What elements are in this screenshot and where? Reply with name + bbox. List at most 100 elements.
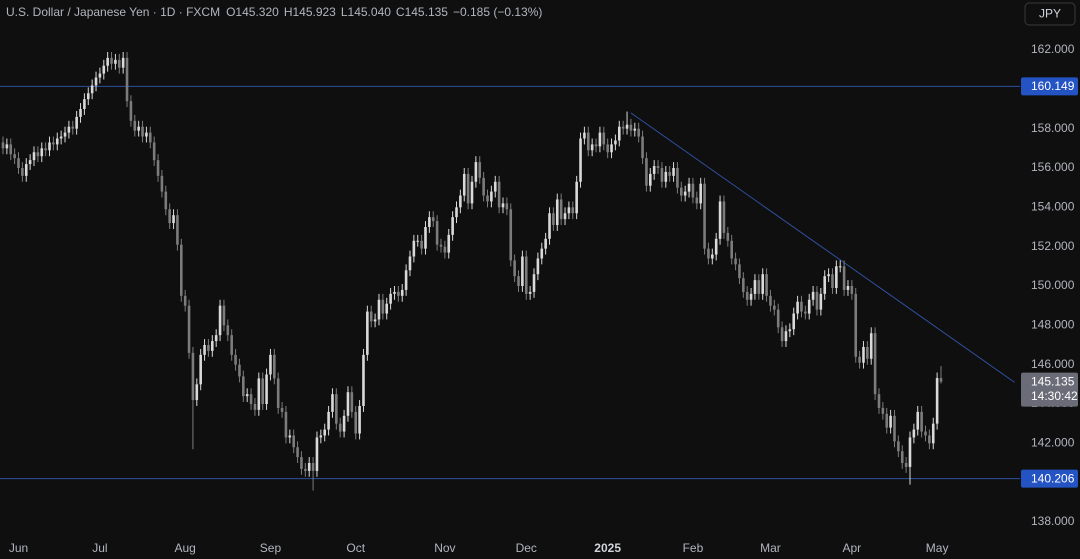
candle-body [532, 274, 536, 292]
y-tick-label: 158.000 [1031, 121, 1075, 135]
x-tick-label: Apr [843, 541, 862, 555]
x-tick-label: Jul [92, 541, 107, 555]
candle-body [44, 148, 47, 151]
candle-body [800, 301, 803, 312]
candle-body [703, 183, 706, 249]
candle-body [133, 120, 137, 131]
candle-body [835, 266, 838, 288]
level-label-box [1021, 469, 1078, 488]
candle-body [904, 463, 908, 467]
candle-body [408, 256, 412, 271]
candle-body [819, 293, 823, 310]
candle-body [617, 126, 621, 141]
candle-body [125, 57, 129, 102]
candle-body [226, 325, 230, 336]
candle-body [726, 232, 730, 241]
candle-body [722, 201, 726, 233]
candle-body [757, 280, 761, 294]
candle-body [594, 144, 598, 147]
candle-body [664, 171, 668, 182]
candle-body [652, 166, 656, 174]
candle-body [699, 183, 702, 204]
candle-body [195, 384, 199, 401]
candle-body [79, 109, 82, 117]
candle-body [846, 286, 850, 290]
ohlc-value: −0.185 (−0.13%) [453, 5, 542, 19]
candle-body [742, 278, 745, 292]
candle-body [389, 293, 392, 304]
candle-body [284, 411, 288, 438]
candle-body [501, 203, 505, 208]
candle-body [707, 248, 710, 259]
candle-body [776, 309, 780, 328]
candle-body [482, 177, 485, 196]
candle-body [164, 191, 168, 210]
candle-body [567, 207, 571, 214]
candle-body [59, 136, 63, 139]
candle-body [683, 191, 687, 196]
level-label: 160.149 [1031, 79, 1075, 93]
candle-body [203, 345, 206, 355]
candle-body [447, 234, 451, 253]
candle-body [230, 335, 233, 355]
candle-body [129, 101, 133, 121]
candle-body [598, 132, 602, 147]
candle-body [63, 132, 67, 137]
candle-body [877, 394, 881, 408]
candle-body [24, 164, 28, 176]
ohlc-value: H145.923 [284, 5, 336, 19]
candle-body [521, 256, 524, 286]
plot-layer [0, 51, 1020, 491]
currency-button[interactable] [1024, 2, 1076, 26]
candle-body [183, 295, 187, 306]
candle-body [288, 435, 292, 438]
candle-body [466, 173, 470, 204]
candle-body [676, 168, 679, 188]
candle-body [141, 126, 144, 137]
x-tick-label: Feb [683, 541, 704, 555]
candle-body [524, 256, 528, 294]
candle-body [94, 77, 98, 86]
candle-body [338, 423, 342, 432]
candle-body [435, 221, 439, 245]
candle-body [474, 162, 478, 182]
candle-body [90, 85, 94, 94]
x-tick-label: Jun [9, 541, 28, 555]
candle-body [172, 215, 175, 224]
candle-body [121, 57, 125, 68]
candle-body [17, 158, 20, 168]
candle-body [687, 183, 691, 192]
currency-label[interactable]: JPY [1039, 7, 1061, 21]
candle-body [842, 266, 846, 290]
candle-body [695, 197, 699, 204]
candle-body [815, 291, 819, 310]
candle-body [900, 451, 904, 463]
candle-body [296, 447, 299, 458]
candle-body [749, 293, 753, 300]
candle-body [48, 142, 51, 151]
candle-body [928, 435, 931, 444]
candle-body [265, 374, 268, 404]
candle-body [331, 394, 334, 412]
candle-body [273, 354, 276, 379]
candle-body [207, 345, 210, 351]
candle-body [804, 311, 807, 314]
x-tick-label: Mar [760, 541, 781, 555]
candle-body [854, 293, 858, 357]
level-label: 140.206 [1031, 471, 1075, 485]
candle-body [555, 199, 559, 226]
candle-body [439, 244, 443, 247]
candle-body [718, 201, 722, 239]
candle-body [745, 291, 749, 300]
x-tick-label: Nov [434, 541, 455, 555]
candle-body [831, 274, 834, 288]
candle-body [493, 181, 497, 192]
x-tick-label: Aug [174, 541, 195, 555]
x-tick-label: Sep [260, 541, 282, 555]
candle-body [137, 126, 140, 131]
candle-body [261, 378, 264, 404]
candle-body [9, 144, 13, 155]
candle-body [792, 313, 796, 330]
candle-body [885, 413, 889, 428]
candle-body [211, 341, 214, 351]
